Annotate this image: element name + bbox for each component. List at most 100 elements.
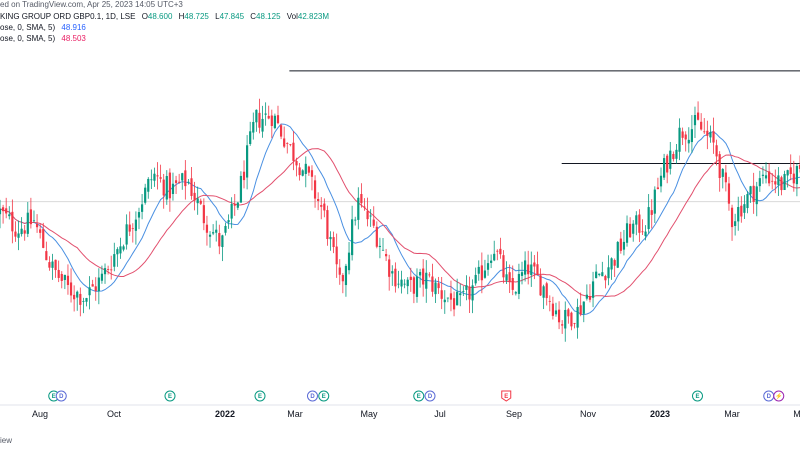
candle-body (351, 219, 354, 256)
dividend-event-marker[interactable]: D (424, 390, 436, 402)
candle-body (357, 197, 360, 220)
candle-body (761, 174, 765, 176)
candle-body (144, 187, 147, 203)
earnings-event-marker[interactable]: E (692, 390, 703, 402)
candle-body (270, 115, 273, 126)
candle-body (134, 219, 138, 231)
split-event-marker[interactable]: ⚡ (773, 390, 785, 402)
candle-body (233, 203, 236, 206)
candle-body (119, 246, 122, 254)
candle-body (706, 130, 709, 136)
earnings-event-marker[interactable]: E (501, 390, 512, 402)
candle-body (26, 212, 29, 234)
earnings-event-marker[interactable]: E (413, 390, 425, 402)
candle-body (616, 242, 619, 268)
candle-body (205, 224, 209, 233)
candle-body (749, 186, 752, 195)
candle-body (360, 194, 363, 204)
event-badge (501, 390, 512, 402)
candle-body (391, 271, 394, 274)
candle-body (341, 275, 344, 282)
candle-body (279, 125, 283, 137)
candle-body (493, 253, 496, 261)
candle-body (514, 292, 517, 294)
candle-body (85, 298, 88, 302)
dividend-event-marker[interactable]: D (763, 390, 775, 402)
earnings-event-marker[interactable]: E (164, 390, 176, 402)
dividend-event-marker[interactable]: D (55, 390, 67, 402)
event-badge (773, 390, 785, 402)
candle-body (588, 296, 592, 300)
x-tick-label: Oct (107, 409, 122, 419)
candle-body (795, 166, 799, 185)
open-value: 48.600 (147, 12, 173, 21)
candle-body (224, 225, 227, 233)
candle-body (8, 214, 11, 217)
candle-body (536, 264, 539, 276)
earnings-event-marker[interactable]: E (318, 390, 330, 402)
candle-body (332, 237, 335, 248)
candle-body (375, 226, 378, 247)
published-text: ed on TradingView.com, Apr 25, 2023 14:0… (0, 0, 183, 9)
candle-body (570, 312, 573, 327)
candle-body (703, 131, 706, 133)
ma-slow-line (0, 148, 800, 298)
candle-body (774, 181, 777, 185)
event-label: E (417, 394, 421, 400)
event-label: D (310, 394, 315, 400)
candle-body (329, 236, 332, 240)
ma-fast-legend[interactable]: ose, 0, SMA, 5) 48.916 (0, 23, 86, 33)
candle-body (406, 279, 409, 287)
candle-body (730, 207, 734, 228)
candle-body (150, 179, 153, 181)
candle-body (715, 145, 718, 157)
candle-body (483, 270, 487, 278)
candle-body (363, 206, 366, 208)
candle-body (20, 228, 23, 235)
candle-body (168, 172, 171, 199)
ma-slow-legend[interactable]: ose, 0, SMA, 5) 48.503 (0, 34, 86, 44)
event-label: E (258, 394, 262, 400)
candle-body (73, 294, 76, 300)
event-badge (164, 390, 176, 402)
dividend-event-marker[interactable]: D (307, 390, 318, 402)
candle-body (221, 235, 224, 248)
candle-body (595, 271, 598, 279)
x-tick-label: Mar (287, 409, 303, 419)
candle-body (227, 220, 230, 223)
candle-body (153, 173, 156, 181)
event-label: E (322, 394, 326, 400)
candle-body (94, 286, 97, 292)
candle-body (564, 309, 567, 329)
candle-body (462, 291, 465, 292)
candle-body (675, 149, 678, 159)
candle-body (724, 172, 727, 183)
candle-body (443, 299, 446, 303)
earnings-event-marker[interactable]: E (254, 390, 266, 402)
candle-body (477, 266, 480, 274)
candle-body (721, 168, 724, 177)
event-badge (307, 390, 318, 402)
candle-body (567, 309, 570, 317)
candle-body (301, 170, 304, 176)
candle-body (792, 173, 795, 184)
candle-body (576, 306, 579, 328)
candle-body (51, 261, 54, 268)
candle-body (338, 267, 341, 275)
candle-body (768, 171, 771, 184)
candle-body (598, 273, 601, 275)
candle-body (465, 285, 468, 290)
candle-body (409, 276, 412, 281)
candle-body (128, 224, 131, 232)
candle-body (437, 283, 440, 289)
candle-body (230, 203, 233, 219)
candle-body (690, 129, 693, 143)
candle-body (100, 273, 104, 281)
candle-body (780, 177, 783, 191)
event-badge (254, 390, 266, 402)
candle-body (684, 134, 687, 140)
candle-body (508, 272, 511, 283)
candle-body (539, 275, 542, 296)
event-badge (318, 390, 330, 402)
